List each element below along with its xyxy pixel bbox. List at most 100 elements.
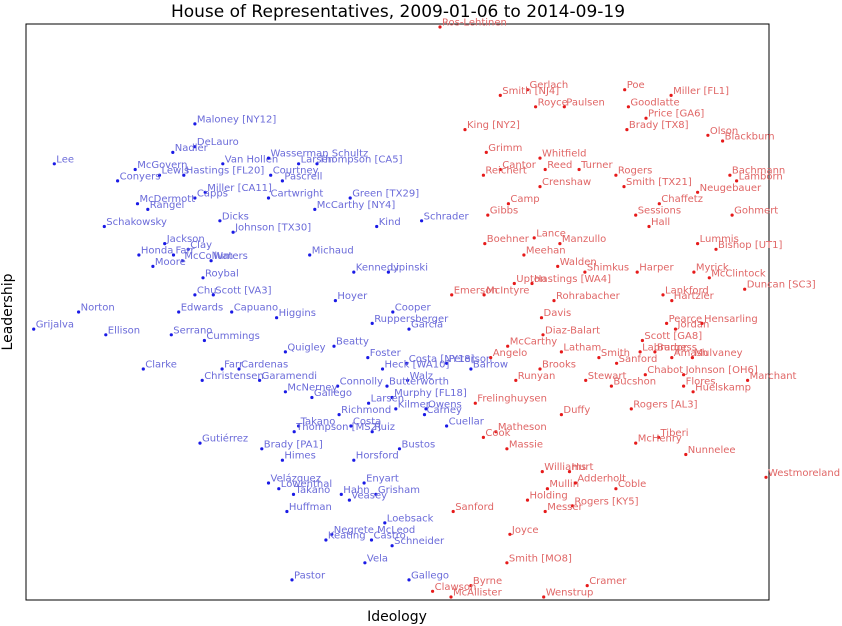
data-label: Diaz-Balart bbox=[545, 325, 600, 336]
data-label: Schrader bbox=[424, 211, 470, 222]
data-label: Gutiérrez bbox=[202, 433, 248, 445]
data-point bbox=[52, 162, 56, 166]
data-point bbox=[324, 538, 328, 542]
data-label: Lewis bbox=[162, 166, 190, 177]
data-point bbox=[538, 156, 542, 160]
data-point bbox=[585, 584, 589, 588]
data-label: Roybal bbox=[205, 268, 239, 279]
data-point bbox=[193, 293, 197, 297]
data-point bbox=[483, 242, 487, 246]
data-point bbox=[614, 487, 618, 491]
data-point bbox=[512, 281, 516, 286]
data-label: Bishop [UT1] bbox=[718, 240, 783, 251]
data-point bbox=[622, 185, 626, 189]
data-label: Pascrell bbox=[284, 171, 322, 182]
data-label: Lance bbox=[536, 228, 566, 239]
data-point bbox=[277, 487, 281, 491]
data-label: Walden bbox=[560, 257, 597, 268]
data-point bbox=[200, 378, 204, 382]
data-point bbox=[567, 470, 572, 474]
data-label: Lowenthal bbox=[281, 479, 332, 490]
data-label: Hastings [FL20] bbox=[186, 166, 265, 177]
data-point bbox=[116, 179, 120, 183]
data-label: Richmond bbox=[341, 405, 391, 416]
data-label: McIntyre bbox=[486, 285, 529, 296]
data-point bbox=[366, 356, 370, 360]
data-point bbox=[237, 367, 241, 371]
data-point bbox=[556, 264, 560, 268]
data-point bbox=[445, 361, 449, 365]
data-label: Pearce bbox=[669, 314, 703, 325]
data-label: Lankford bbox=[665, 285, 709, 296]
data-point bbox=[538, 367, 542, 371]
data-label: Camp bbox=[510, 194, 539, 205]
data-label: Stewart bbox=[588, 371, 627, 382]
data-point bbox=[230, 310, 234, 314]
data-point bbox=[352, 458, 356, 462]
data-label: Hahn bbox=[343, 485, 369, 496]
data-point bbox=[310, 395, 314, 400]
data-label: Ros-Lehtinen bbox=[442, 18, 507, 29]
data-label: Walz bbox=[410, 371, 433, 382]
data-point bbox=[494, 430, 498, 434]
data-label: Miller [CA11] bbox=[207, 183, 272, 194]
data-point bbox=[135, 202, 140, 206]
data-label: Meehan bbox=[526, 246, 566, 257]
data-point bbox=[336, 384, 340, 388]
data-point bbox=[438, 25, 442, 29]
data-point bbox=[552, 299, 556, 303]
data-point bbox=[522, 253, 526, 257]
data-point bbox=[482, 293, 486, 297]
x-axis-label: Ideology bbox=[367, 609, 427, 625]
data-point bbox=[562, 105, 566, 109]
data-point bbox=[498, 93, 502, 97]
data-point bbox=[420, 219, 424, 223]
data-label: Clay bbox=[190, 240, 212, 251]
data-label: Himes bbox=[284, 451, 315, 462]
data-point bbox=[656, 435, 661, 439]
data-label: Hartzler bbox=[674, 291, 715, 302]
data-point bbox=[424, 407, 428, 411]
data-label: Schneider bbox=[394, 536, 445, 547]
data-label: Mullin bbox=[549, 479, 579, 490]
data-point bbox=[721, 139, 725, 143]
data-point bbox=[266, 481, 271, 485]
data-point bbox=[390, 395, 394, 400]
data-label: Lamborn bbox=[739, 171, 783, 182]
data-label: Gallego bbox=[314, 388, 352, 399]
data-point bbox=[201, 276, 205, 280]
data-label: Brady [PA1] bbox=[264, 439, 323, 450]
data-label: Olson bbox=[710, 126, 738, 137]
data-point bbox=[609, 384, 614, 388]
data-point bbox=[634, 441, 638, 445]
data-label: King [NY2] bbox=[467, 120, 520, 131]
data-point bbox=[221, 162, 225, 166]
data-label: Westmoreland bbox=[768, 468, 840, 479]
data-label: Lipinski bbox=[390, 263, 428, 274]
y-axis-label: Leadership bbox=[0, 273, 16, 350]
data-point bbox=[514, 378, 518, 382]
data-label: Norton bbox=[81, 303, 115, 314]
data-point bbox=[280, 458, 284, 462]
data-label: Takano bbox=[300, 417, 336, 428]
data-point bbox=[390, 544, 394, 548]
data-label: Nunnelee bbox=[688, 445, 736, 456]
data-label: Sanford bbox=[455, 502, 494, 513]
data-label: Gerlach bbox=[530, 80, 569, 91]
data-point bbox=[525, 88, 530, 92]
data-point bbox=[634, 213, 638, 217]
data-label: Smith bbox=[601, 348, 630, 359]
data-point bbox=[530, 281, 534, 286]
data-point bbox=[102, 224, 106, 229]
data-point bbox=[489, 356, 493, 360]
data-label: Hurt bbox=[572, 462, 594, 473]
data-label: Cardenas bbox=[241, 360, 288, 371]
data-point bbox=[690, 356, 695, 360]
data-point bbox=[534, 105, 538, 109]
data-label: Christensen bbox=[204, 371, 264, 382]
data-label: Larsen bbox=[301, 154, 335, 165]
data-label: Blackburn bbox=[725, 132, 775, 143]
data-point bbox=[171, 253, 176, 257]
data-label: McDermott bbox=[140, 194, 196, 205]
data-label: Castro bbox=[374, 531, 406, 542]
